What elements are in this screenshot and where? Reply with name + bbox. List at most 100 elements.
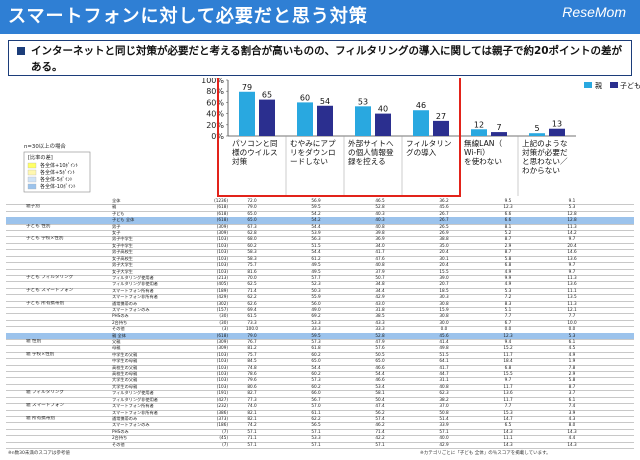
cell-value: 71.1 bbox=[247, 435, 257, 441]
cell-value: 6.7 bbox=[504, 319, 512, 325]
row-label: 大学生の父親 bbox=[112, 377, 138, 383]
row-n-count: (309) bbox=[216, 223, 228, 229]
row-n-count: (103) bbox=[216, 358, 228, 364]
cell-value: 30.3 bbox=[439, 294, 449, 300]
cell-value: 66.0 bbox=[311, 390, 321, 396]
cell-value: 15.3 bbox=[503, 409, 513, 415]
row-label: 通常携帯のみ bbox=[112, 415, 138, 421]
row-label: PHSのみ bbox=[112, 428, 129, 434]
row-divider bbox=[6, 319, 634, 321]
row-n-count: (45) bbox=[219, 435, 228, 441]
table-row: PHSのみ (7) 57.1 57.1 71.4 57.1 14.3 14.3 bbox=[6, 429, 634, 435]
cell-value: 20.4 bbox=[567, 242, 577, 248]
cell-value: 8.7 bbox=[568, 383, 576, 389]
row-n-count: (427) bbox=[216, 396, 228, 402]
row-n-count: (429) bbox=[216, 294, 228, 300]
cell-value: 34.4 bbox=[375, 287, 385, 293]
cell-value: 62.5 bbox=[247, 281, 257, 287]
bar bbox=[433, 120, 449, 136]
table-row: 親 学校×性別 中学生の父親 (103) 75.7 60.2 50.5 51.5 11.7 4.… bbox=[6, 352, 634, 358]
cell-value: 4.3 bbox=[568, 415, 576, 421]
cell-value: 42.2 bbox=[375, 435, 385, 441]
row-n-count: (618) bbox=[216, 210, 228, 216]
bar bbox=[355, 106, 371, 136]
row-label: 親 全体 bbox=[112, 332, 126, 338]
table-row: 女子 (309) 62.8 53.9 39.8 26.9 5.2 14.2 bbox=[6, 230, 634, 236]
cell-value: 4.9 bbox=[504, 268, 512, 274]
legend-box-swatch bbox=[27, 169, 37, 176]
row-n-count: (3) bbox=[222, 326, 228, 332]
cell-value: 50.4 bbox=[375, 396, 385, 402]
cell-value: 65.0 bbox=[375, 358, 385, 364]
cell-value: 6.6 bbox=[504, 210, 512, 216]
bar-value-label: 79 bbox=[242, 83, 252, 92]
row-group-label: 親 スマートフォン bbox=[26, 403, 65, 409]
category-label: フィルタリン bbox=[406, 139, 451, 148]
cell-value: 56.3 bbox=[311, 236, 321, 242]
cell-value: 56.0 bbox=[311, 300, 321, 306]
row-n-count: (405) bbox=[216, 281, 228, 287]
legend-label-child: 子ども bbox=[620, 82, 640, 90]
cell-value: 6.8 bbox=[504, 262, 512, 268]
y-tick-label: 80% bbox=[206, 87, 224, 96]
cell-value: 65.0 bbox=[247, 217, 257, 223]
row-divider bbox=[6, 358, 634, 360]
row-group-label: 親 性別 bbox=[26, 339, 42, 345]
row-group-label: 子ども 性別 bbox=[26, 223, 51, 229]
cell-value: 6.1 bbox=[568, 396, 576, 402]
bar bbox=[375, 113, 391, 136]
row-divider bbox=[6, 306, 634, 308]
cell-value: 79.6 bbox=[247, 377, 257, 383]
cell-value: 36.9 bbox=[375, 236, 385, 242]
row-label: 2台持ち bbox=[112, 319, 128, 325]
table-row: その他 (7) 57.1 57.1 57.1 42.9 14.3 14.3 bbox=[6, 442, 634, 448]
cell-value: 59.5 bbox=[311, 204, 321, 210]
cell-value: 42.9 bbox=[439, 441, 449, 447]
row-group-label: 親子別 bbox=[26, 204, 40, 210]
cell-value: 41.7 bbox=[439, 364, 449, 370]
cell-value: 30.1 bbox=[439, 255, 449, 261]
row-divider bbox=[6, 377, 634, 379]
cell-value: 5.2 bbox=[504, 230, 512, 236]
row-n-count: (191) bbox=[216, 390, 228, 396]
legend-label-parent: 親 bbox=[595, 81, 602, 90]
cell-value: 42.9 bbox=[375, 294, 385, 300]
legend-box-swatch bbox=[27, 176, 37, 183]
legend-box-title: [比率の差] bbox=[28, 153, 53, 161]
cell-value: 84.5 bbox=[247, 358, 257, 364]
table-row: 男子大学生 (103) 75.7 49.5 40.8 20.4 6.8 9.7 bbox=[6, 262, 634, 268]
cell-value: 6.6 bbox=[504, 217, 512, 223]
table-row: 親 性別 父親 (309) 76.7 57.3 47.9 41.4 9.4 6.1 bbox=[6, 339, 634, 345]
cell-value: 0.0 bbox=[504, 326, 512, 332]
cell-value: 39.0 bbox=[439, 274, 449, 280]
cell-value: 34.0 bbox=[375, 242, 385, 248]
bar bbox=[259, 99, 275, 136]
y-tick-label: 20% bbox=[206, 121, 224, 130]
cell-value: 64.1 bbox=[439, 358, 449, 364]
y-tick-label: 100% bbox=[201, 78, 224, 85]
row-divider bbox=[6, 326, 634, 328]
row-divider bbox=[6, 262, 634, 264]
row-n-count: (103) bbox=[216, 236, 228, 242]
cell-value: 5.8 bbox=[568, 377, 576, 383]
row-n-count: (373) bbox=[216, 415, 228, 421]
row-n-count: (309) bbox=[216, 345, 228, 351]
cell-value: 31.1 bbox=[439, 377, 449, 383]
bar-value-label: 5 bbox=[534, 124, 539, 133]
cell-value: 40.8 bbox=[375, 262, 385, 268]
cell-value: 76.7 bbox=[247, 339, 257, 345]
cell-value: 11.1 bbox=[567, 287, 577, 293]
table-row: 親子別 親 (618) 79.0 59.5 52.8 45.6 12.3 5.3 bbox=[6, 204, 634, 210]
table-row: 子ども (618) 65.0 54.2 40.3 26.7 6.6 12.8 bbox=[6, 211, 634, 217]
legend-box-item: 各全体+10ﾎﾟｲﾝﾄ bbox=[40, 162, 79, 169]
cell-value: 26.7 bbox=[439, 217, 449, 223]
table-row: 子ども フィルタリング フィルタリング使用者 (213) 70.0 57.7 50.7 39… bbox=[6, 275, 634, 281]
row-divider bbox=[6, 223, 634, 225]
y-tick-label: 40% bbox=[206, 110, 224, 119]
data-table: 全体 (1236) 72.0 56.9 46.5 36.2 9.5 9.1 親子別 親 (618) 7… bbox=[6, 198, 634, 452]
cell-value: 33.3 bbox=[375, 326, 385, 332]
cell-value: 9.4 bbox=[504, 339, 512, 345]
table-row: 子ども 性別 男子 (309) 67.3 54.4 40.8 26.5 8.1 11.3 bbox=[6, 224, 634, 230]
bar bbox=[239, 91, 255, 136]
